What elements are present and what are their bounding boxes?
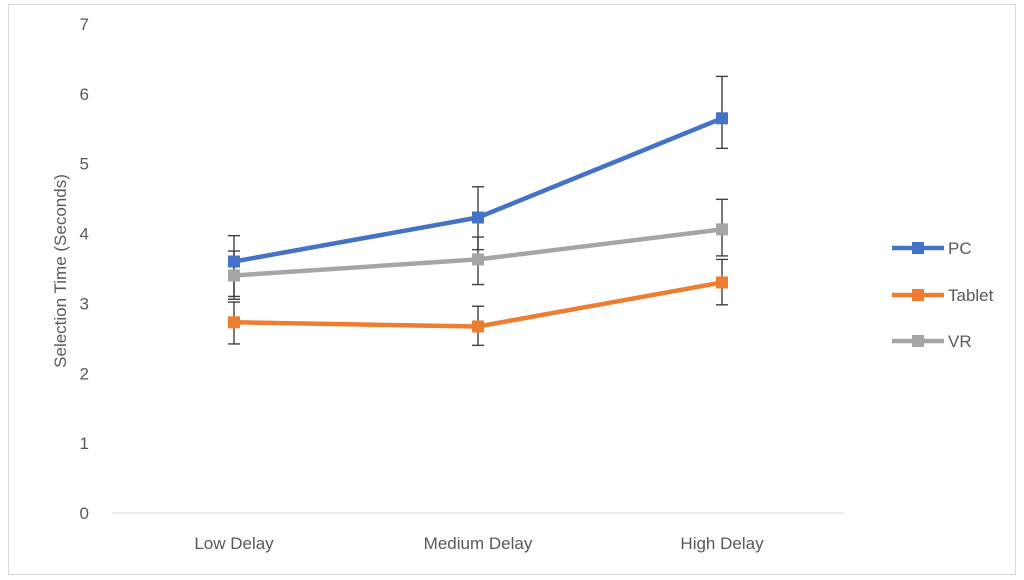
data-point-vr bbox=[472, 253, 484, 266]
y-tick-labels: 0 1 2 3 4 5 6 7 bbox=[80, 15, 89, 523]
legend-label: VR bbox=[948, 332, 972, 351]
data-point-pc bbox=[716, 112, 728, 125]
category-label: Medium Delay bbox=[424, 534, 533, 553]
data-point-vr bbox=[228, 269, 240, 282]
y-tick-label: 4 bbox=[80, 225, 89, 244]
error-bars bbox=[228, 75, 728, 347]
data-point-pc bbox=[472, 211, 484, 224]
legend-marker-swatch bbox=[912, 289, 924, 301]
y-tick-label: 7 bbox=[80, 15, 89, 34]
legend-item-pc: PC bbox=[892, 239, 972, 258]
y-tick-label: 0 bbox=[80, 504, 89, 523]
legend: PC Tablet VR bbox=[892, 239, 994, 351]
y-axis-title: Selection Time (Seconds) bbox=[51, 174, 70, 368]
legend-marker-swatch bbox=[912, 242, 924, 254]
category-label: Low Delay bbox=[194, 534, 274, 553]
legend-marker-swatch bbox=[912, 335, 924, 347]
data-point-tablet bbox=[716, 276, 728, 289]
y-tick-label: 6 bbox=[80, 85, 89, 104]
series-markers bbox=[228, 112, 728, 333]
data-point-pc bbox=[228, 255, 240, 268]
legend-item-tablet: Tablet bbox=[892, 286, 994, 305]
y-tick-label: 3 bbox=[80, 294, 89, 313]
y-tick-label: 5 bbox=[80, 155, 89, 174]
legend-label: PC bbox=[948, 239, 972, 258]
y-tick-label: 2 bbox=[80, 364, 89, 383]
chart-frame bbox=[8, 4, 1016, 575]
legend-item-vr: VR bbox=[892, 332, 972, 351]
data-point-vr bbox=[716, 223, 728, 236]
data-point-tablet bbox=[472, 320, 484, 333]
category-label: High Delay bbox=[680, 534, 764, 553]
category-labels: Low Delay Medium Delay High Delay bbox=[194, 534, 764, 553]
y-tick-label: 1 bbox=[80, 434, 89, 453]
legend-label: Tablet bbox=[948, 286, 994, 305]
data-point-tablet bbox=[228, 316, 240, 329]
